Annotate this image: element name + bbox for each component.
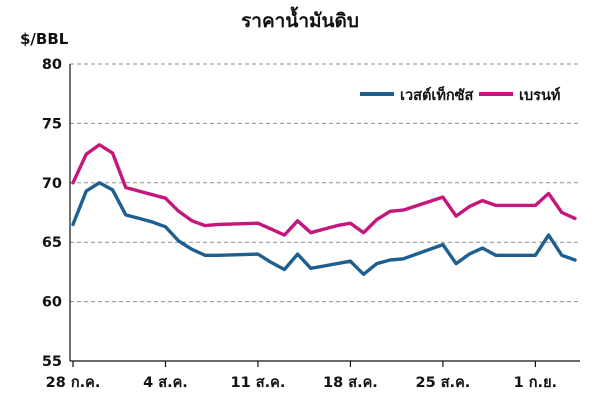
x-tick-label: 18 ส.ค. — [323, 375, 378, 391]
x-tick-label: 25 ส.ค. — [415, 375, 470, 391]
x-tick-label: 11 ส.ค. — [231, 375, 286, 391]
x-tick-label: 28 ก.ค. — [46, 375, 101, 391]
x-tick-label: 4 ส.ค. — [143, 375, 188, 391]
y-tick-label: 55 — [42, 354, 62, 370]
legend-label-1: เวสต์เท็กซัส — [400, 85, 473, 104]
chart-title: ราคาน้ำมันดิบ — [241, 10, 359, 32]
y-axis-unit-label: $/BBL — [20, 30, 69, 48]
y-tick-label: 70 — [42, 176, 62, 192]
y-tick-label: 65 — [42, 235, 62, 251]
series-line-1 — [71, 181, 577, 276]
y-tick-label: 80 — [42, 57, 62, 73]
y-tick-label: 75 — [42, 116, 62, 132]
legend-label-2: เบรนท์ — [519, 86, 560, 104]
y-tick-label: 60 — [42, 295, 62, 311]
x-tick-label: 1 ก.ย. — [514, 375, 557, 391]
series-line-2 — [71, 143, 577, 237]
